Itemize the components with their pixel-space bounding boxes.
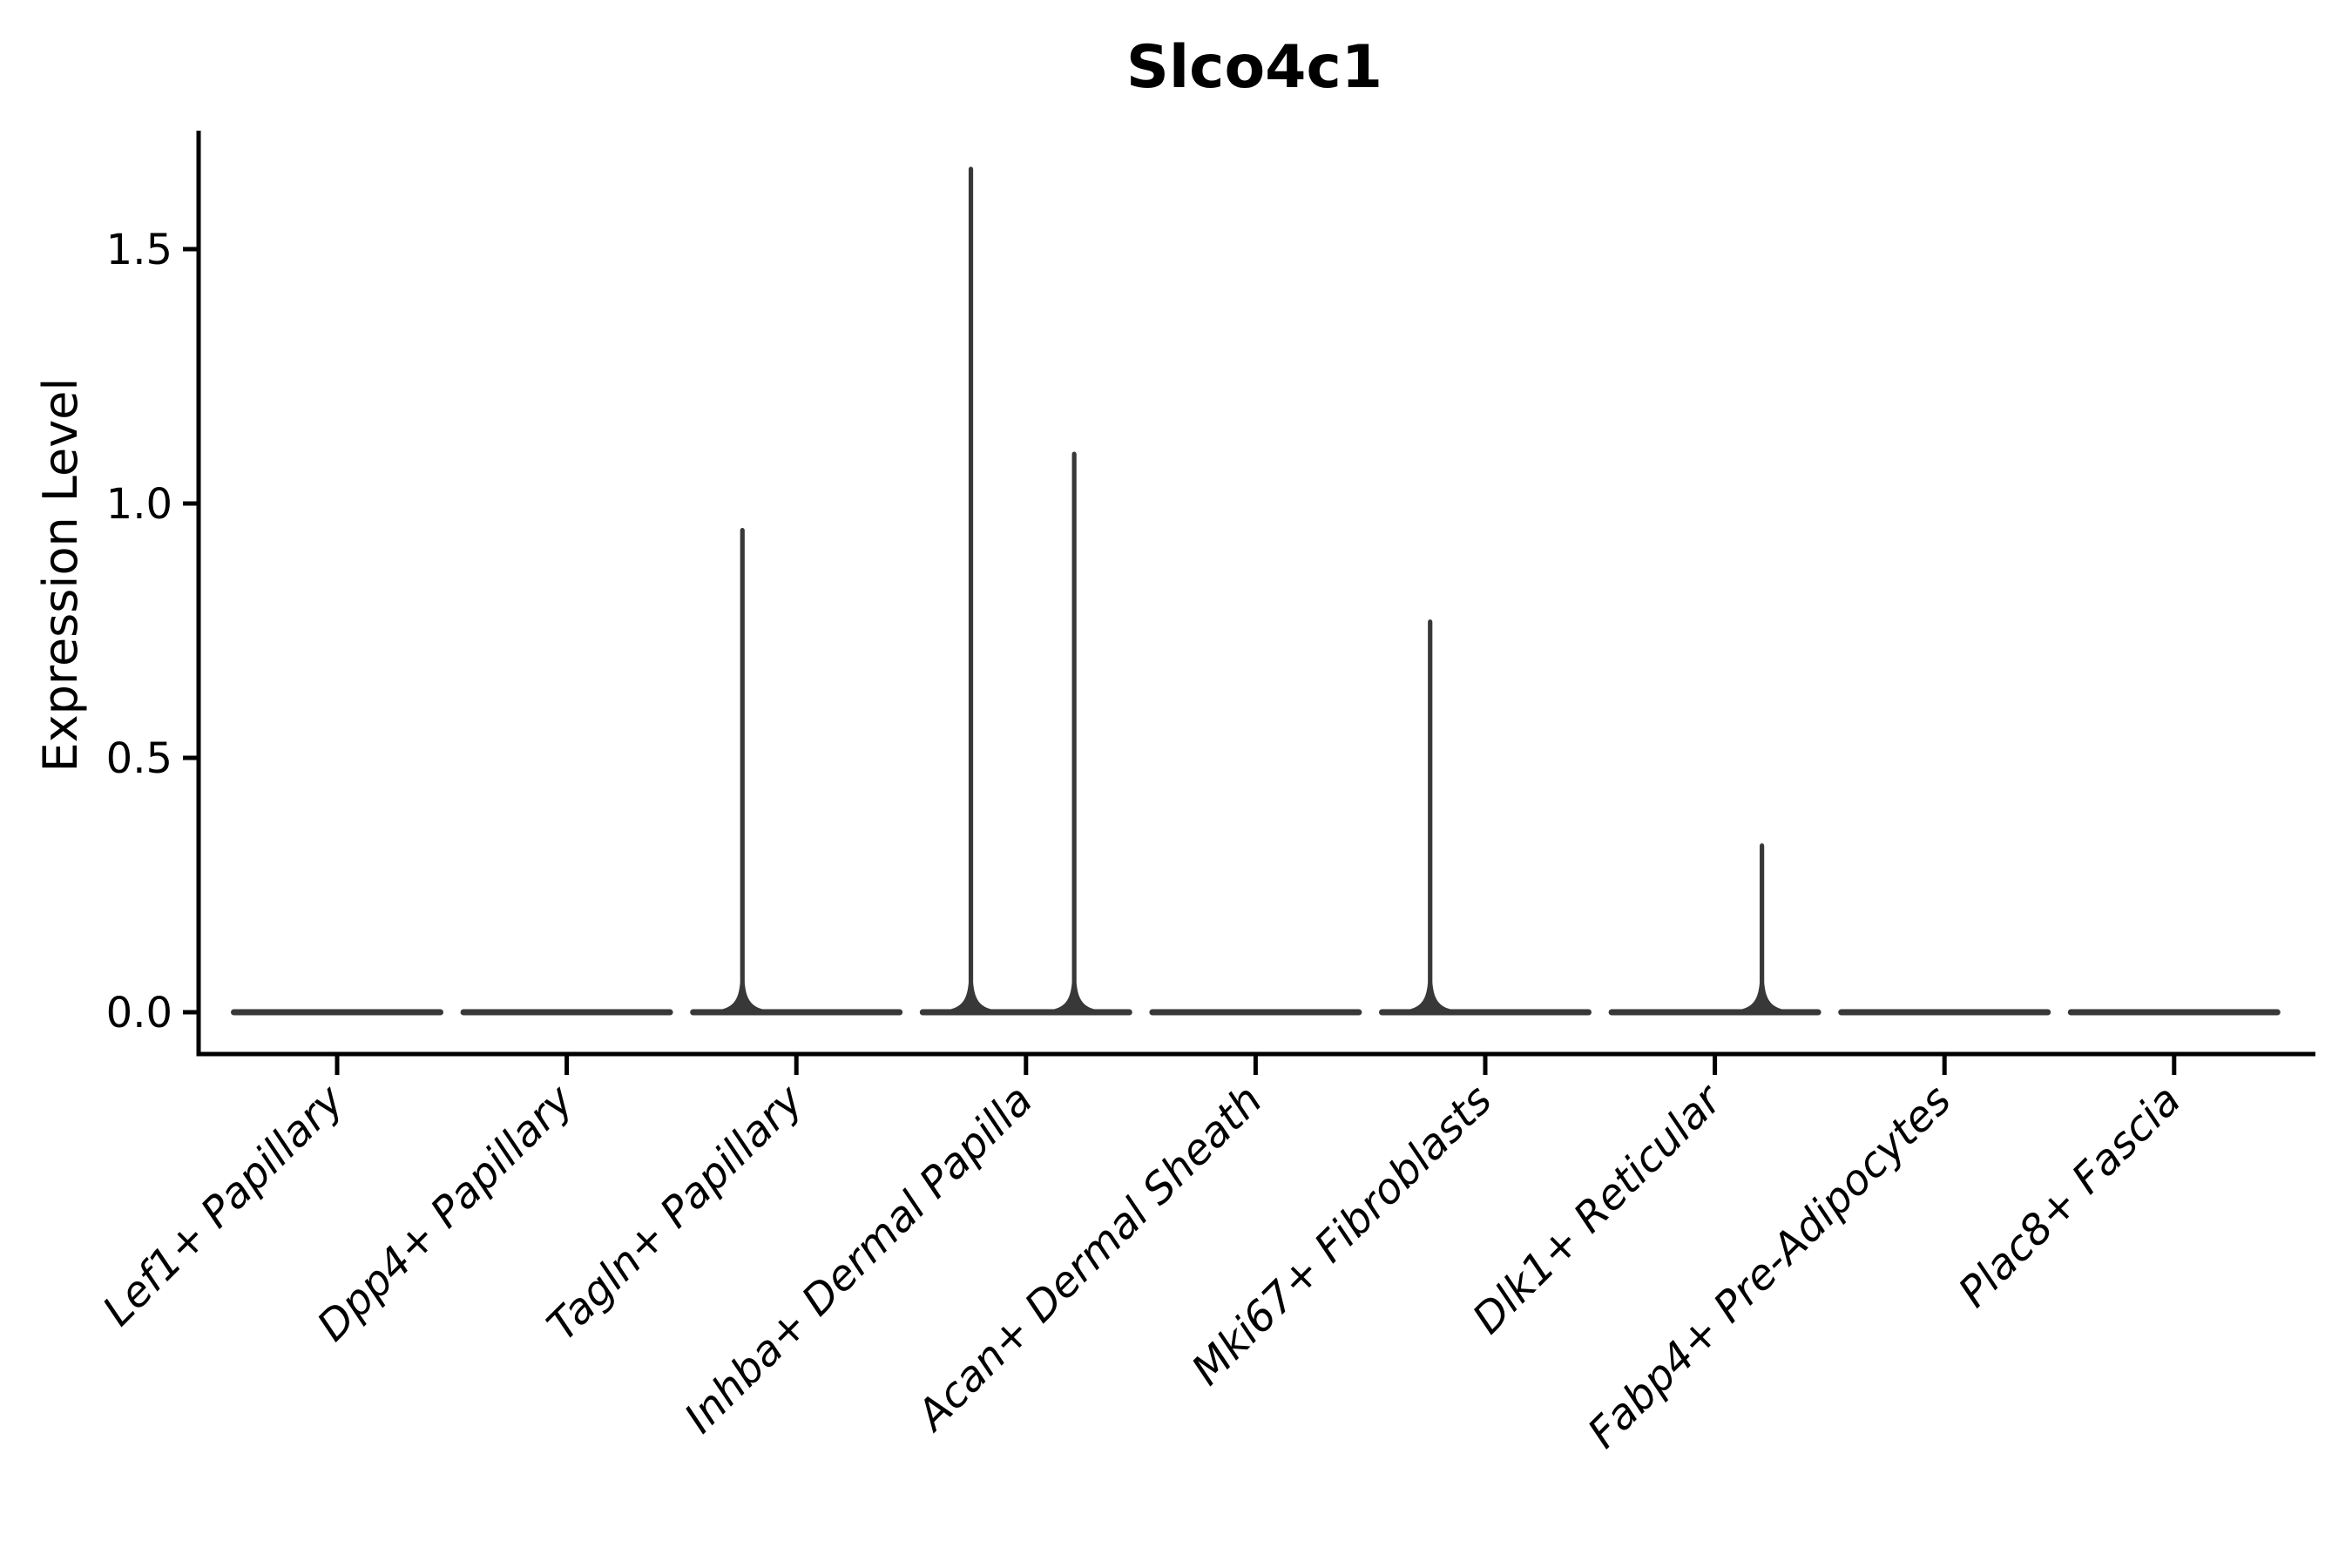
violin <box>919 166 1132 1016</box>
chart-title: Slco4c1 <box>1126 33 1382 102</box>
violin <box>690 528 903 1016</box>
y-tick-label: 1.0 <box>106 480 172 529</box>
violin <box>231 1009 443 1016</box>
violin-body <box>2067 1009 2281 1016</box>
violins-layer <box>231 166 2281 1016</box>
y-axis-ticks: 0.0 0.5 1.0 1.5 <box>106 226 199 1037</box>
violin <box>1838 1009 2051 1016</box>
violin-spike <box>1402 619 1458 1010</box>
violin-body <box>1838 1009 2051 1016</box>
y-axis-title: Expression Level <box>33 378 88 773</box>
violin-body <box>919 1009 1132 1016</box>
violin-body <box>1608 1009 1821 1016</box>
y-tick-label: 1.5 <box>106 226 172 274</box>
violin-body <box>1379 1009 1592 1016</box>
violin-spike <box>1046 451 1103 1010</box>
violin-body <box>690 1009 903 1016</box>
violin-spike <box>1734 843 1790 1010</box>
violin <box>2067 1009 2281 1016</box>
y-tick-label: 0.5 <box>106 734 172 783</box>
violin-spike <box>714 528 771 1010</box>
violin <box>1608 843 1821 1016</box>
violin-body <box>1149 1009 1362 1016</box>
violin-body <box>460 1009 673 1016</box>
violin <box>1379 619 1592 1016</box>
violin-spike <box>943 166 999 1010</box>
y-tick-label: 0.0 <box>106 989 172 1037</box>
violin <box>1149 1009 1362 1016</box>
violin <box>460 1009 673 1016</box>
violin-body <box>231 1009 443 1016</box>
